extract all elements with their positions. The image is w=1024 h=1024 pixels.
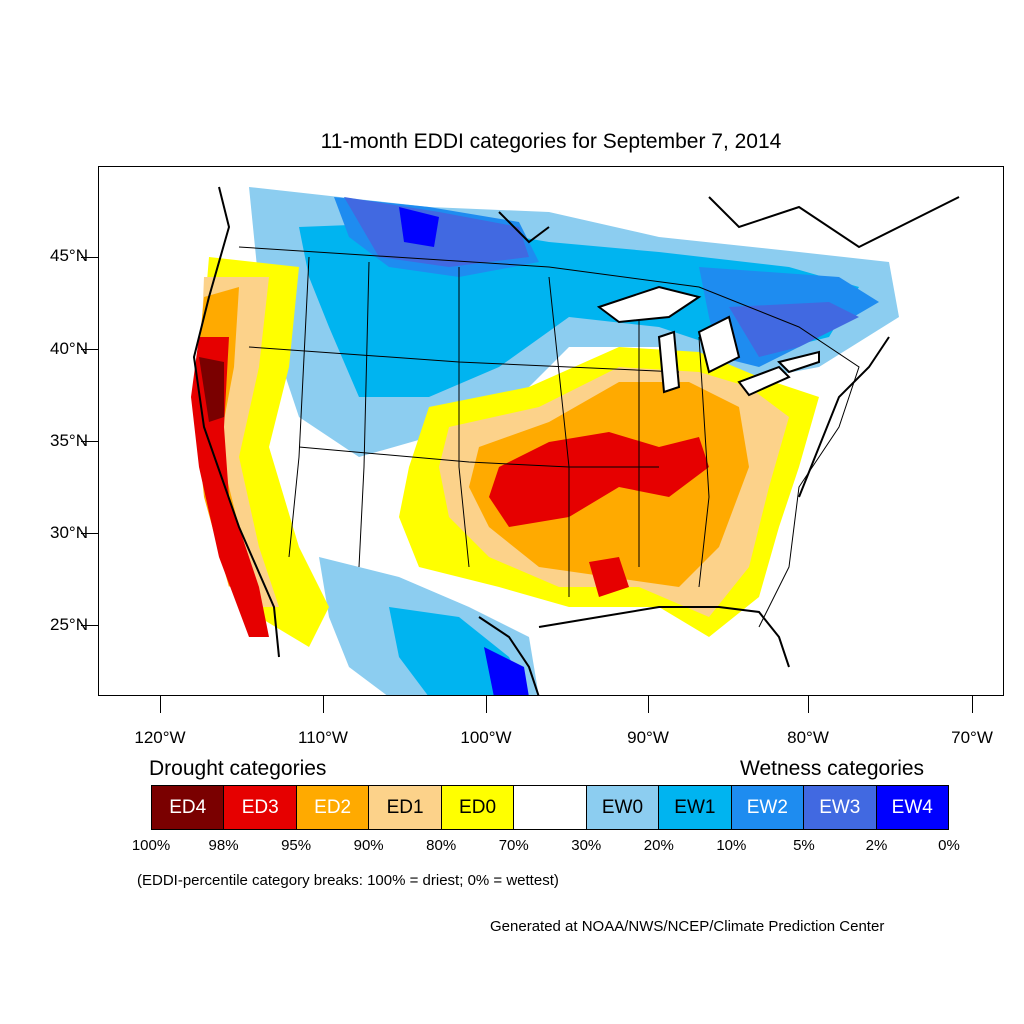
lon-tick	[486, 696, 487, 713]
legend-box-ew4: EW4	[876, 786, 948, 829]
legend-break-label: 20%	[643, 837, 674, 854]
legend-box-ew3: EW3	[804, 786, 877, 829]
legend-break-label: 30%	[571, 837, 602, 854]
legend-bar: ED4 ED3 ED2 ED1 ED0 EW0 EW1 EW2 EW3 EW4	[151, 785, 949, 830]
legend-box-ed0: ED0	[441, 786, 515, 829]
map-title: 11-month EDDI categories for September 7…	[320, 130, 782, 153]
lon-label-70w: 70°W	[951, 728, 993, 747]
legend-break-label: 10%	[716, 837, 747, 854]
lon-label-110w: 110°W	[298, 728, 348, 747]
lon-tick	[808, 696, 809, 713]
lon-tick	[160, 696, 161, 713]
legend-break-label: 95%	[281, 837, 312, 854]
region-ew4-south	[484, 647, 529, 695]
great-lakes	[596, 285, 820, 397]
lat-label-30: 30°N	[50, 523, 88, 542]
lon-label-80w: 80°W	[787, 728, 829, 747]
region-ew4-north	[399, 207, 439, 247]
drought-heading: Drought categories	[149, 757, 327, 780]
lat-tick	[81, 441, 98, 442]
map-canvas	[191, 186, 960, 695]
legend-break-label: 98%	[208, 837, 239, 854]
legend-box-ed4: ED4	[152, 786, 225, 829]
legend-break-label: 80%	[426, 837, 457, 854]
legend-box-ew1: EW1	[659, 786, 732, 829]
eddi-map	[98, 166, 1004, 696]
lat-tick	[81, 257, 98, 258]
lat-label-40: 40°N	[50, 339, 88, 358]
lat-tick	[81, 625, 98, 626]
legend-box-ed3: ED3	[224, 786, 297, 829]
region-ed4-west	[199, 357, 224, 422]
lat-tick	[81, 349, 98, 350]
lat-label-35: 35°N	[50, 431, 88, 450]
wetness-heading: Wetness categories	[740, 757, 925, 780]
lat-tick	[81, 533, 98, 534]
lon-tick	[648, 696, 649, 713]
state-boundaries	[238, 246, 860, 628]
legend-break-label: 70%	[498, 837, 529, 854]
legend-box-ew0: EW0	[586, 786, 660, 829]
legend-break-label: 90%	[353, 837, 384, 854]
legend-box-ed2: ED2	[296, 786, 370, 829]
legend-break-label: 2%	[865, 837, 888, 854]
legend-box-ed1: ED1	[369, 786, 442, 829]
legend-break-label: 5%	[793, 837, 815, 854]
legend-break-label: 0%	[938, 837, 960, 854]
lon-tick	[323, 696, 324, 713]
legend-note: (EDDI-percentile category breaks: 100% =…	[137, 872, 559, 889]
legend-box-ew2: EW2	[731, 786, 805, 829]
legend-box-neutral	[514, 786, 587, 829]
region-ew3-ne	[729, 302, 859, 357]
lat-label-25: 25°N	[50, 615, 88, 634]
lon-label-120w: 120°W	[134, 728, 186, 747]
region-ed3	[489, 432, 709, 527]
lat-label-45: 45°N	[50, 246, 88, 265]
lon-label-100w: 100°W	[460, 728, 512, 747]
credit-text: Generated at NOAA/NWS/NCEP/Climate Predi…	[490, 918, 885, 935]
region-ed3-south	[589, 557, 629, 597]
lon-label-90w: 90°W	[627, 728, 669, 747]
legend-break-label: 100%	[131, 837, 171, 854]
lon-tick	[972, 696, 973, 713]
coastlines	[192, 186, 960, 695]
